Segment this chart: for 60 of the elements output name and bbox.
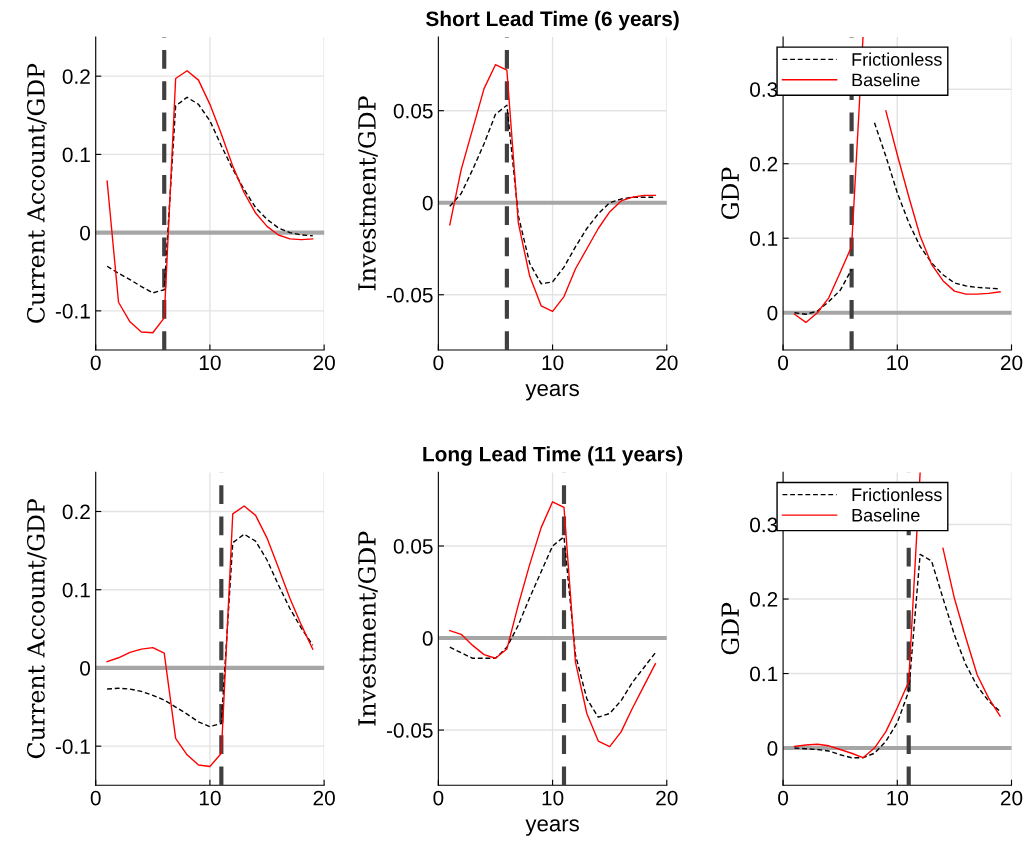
y-tick-label: 0.2 — [750, 592, 778, 607]
y-tick-label: 0 — [767, 305, 778, 321]
y-tick-label: 0.2 — [62, 69, 90, 84]
x-tick-label: 10 — [199, 790, 221, 806]
line-series — [106, 533, 314, 728]
x-tick-label: 10 — [542, 790, 564, 806]
x-tick-label: 20 — [1000, 355, 1023, 371]
line-series — [449, 63, 657, 313]
line-series — [449, 501, 657, 748]
legend-label: Baseline — [852, 73, 920, 87]
x-tick-label: 0 — [433, 790, 444, 806]
y-tick-label: 0.1 — [750, 231, 778, 246]
x-tick-label: 0 — [778, 355, 789, 371]
x-axis-title: years — [525, 383, 579, 401]
line-series — [106, 70, 314, 334]
y-tick-label: 0 — [767, 741, 778, 756]
x-tick-label: 0 — [90, 355, 101, 371]
x-tick-label: 10 — [887, 790, 909, 806]
x-tick-label: 20 — [1000, 790, 1023, 806]
y-tick-label: 0.2 — [62, 504, 90, 520]
legend-label: Frictionless — [852, 487, 942, 502]
y-tick-label: 0.1 — [750, 666, 778, 682]
legend-label: Frictionless — [852, 52, 942, 66]
y-tick-label: 0 — [80, 225, 91, 241]
y-tick-label: 0 — [422, 195, 433, 211]
y-tick-label: 0.1 — [62, 147, 90, 163]
x-tick-label: 10 — [199, 355, 221, 371]
x-tick-label: 0 — [433, 355, 444, 371]
y-tick-label: 0.1 — [62, 582, 90, 598]
x-tick-label: 20 — [313, 355, 335, 371]
x-tick-label: 20 — [656, 355, 678, 371]
chart-title: Short Lead Time (6 years) — [426, 10, 679, 31]
x-tick-label: 0 — [778, 790, 789, 806]
y-tick-label: 0.05 — [393, 539, 433, 554]
line-series — [106, 505, 314, 768]
y-tick-label: -0.1 — [55, 739, 90, 754]
y-tick-label: 0.05 — [393, 103, 433, 119]
y-tick-label: 0 — [80, 660, 91, 676]
y-axis-title: GDP — [721, 167, 740, 220]
y-tick-label: -0.05 — [386, 287, 433, 303]
y-axis-title: GDP — [721, 602, 740, 655]
y-axis-title: Current Account/GDP — [26, 63, 47, 323]
x-tick-label: 20 — [656, 790, 678, 806]
line-series — [449, 536, 657, 718]
line-series — [106, 96, 314, 294]
chart-title: Long Lead Time (11 years) — [423, 446, 683, 466]
line-series — [793, 553, 1001, 759]
y-tick-label: 0 — [422, 631, 433, 646]
y-axis-title: Investment/GDP — [358, 96, 378, 291]
y-tick-label: -0.1 — [55, 303, 90, 319]
y-axis-title: Current Account/GDP — [26, 499, 47, 759]
x-tick-label: 10 — [542, 355, 564, 371]
y-axis-title: Investment/GDP — [358, 531, 378, 726]
legend-label: Baseline — [852, 508, 920, 522]
x-tick-label: 20 — [313, 790, 335, 806]
x-tick-label: 10 — [887, 355, 909, 371]
y-tick-label: 0.2 — [750, 156, 778, 172]
x-axis-title: years — [525, 819, 579, 836]
x-tick-label: 0 — [90, 790, 101, 806]
y-tick-label: -0.05 — [386, 723, 433, 738]
